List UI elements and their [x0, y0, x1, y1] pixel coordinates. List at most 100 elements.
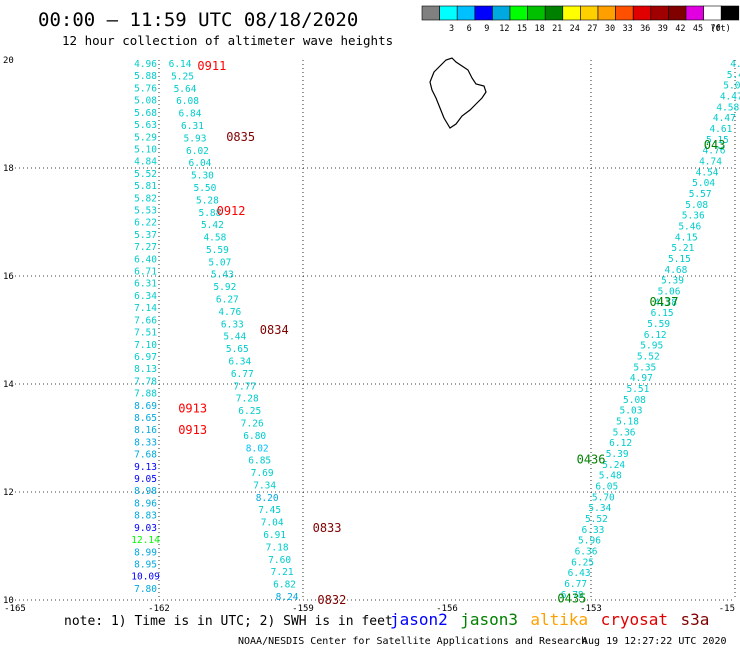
colorbar-tick-label: 15 [517, 24, 527, 34]
wave-height-value: 6.25 [238, 406, 261, 417]
latitude-tick-label: 10 [3, 596, 14, 606]
longitude-tick-label: -165 [4, 604, 26, 614]
wave-height-value: 5.04 [692, 178, 715, 189]
pass-time-labels: 0911 0835 0912 0834 0913 0913 0833 0832 043 0437 0… [178, 59, 725, 607]
chart-subtitle: 12 hour collection of altimeter wave hei… [62, 33, 393, 48]
wave-height-value: 5.52 [134, 169, 157, 180]
longitude-tick-label: -153 [580, 604, 602, 614]
wave-height-value: 7.14 [134, 303, 157, 314]
wave-height-value: 5.42 [201, 220, 224, 231]
wave-height-value: 5.34 [588, 503, 611, 514]
wave-height-value: 5.52 [637, 352, 660, 363]
colorbar-tick-label: 24 [570, 24, 580, 34]
wave-height-value: 6.12 [609, 438, 632, 449]
pass-time-label: 0834 [260, 323, 289, 337]
wave-height-value: 5.70 [592, 492, 615, 503]
colorbar-tick-label: 39 [658, 24, 668, 34]
pass-time-label: 043 [704, 138, 726, 152]
wave-height-value: 6.12 [644, 330, 667, 341]
wave-height-value: 6.05 [595, 482, 618, 493]
wave-height-value: 7.68 [134, 450, 157, 461]
wave-height-value: 6.77 [231, 369, 254, 380]
wave-height-value: 10.09 [131, 572, 160, 583]
latitude-tick-label: 12 [3, 488, 14, 498]
credit-text: NOAA/NESDIS Center for Satellite Applica… [238, 636, 587, 647]
wave-height-value: 5.93 [184, 133, 207, 144]
wave-height-value: 8.02 [246, 443, 269, 454]
wave-height-value: 5.65 [226, 344, 249, 355]
colorbar-swatch [720, 5, 740, 21]
pass-time-label: 0833 [313, 521, 342, 535]
wave-height-value: 5.92 [213, 282, 236, 293]
colorbar-tick-label: 45 [693, 24, 703, 34]
wave-height-value: 8.24 [276, 592, 299, 603]
pass-time-label: 0911 [197, 59, 226, 73]
wave-height-value: 6.34 [228, 356, 251, 367]
pass-time-label: 0913 [178, 401, 207, 415]
wave-height-value: 9.05 [134, 474, 157, 485]
wave-height-value: 5.28 [196, 195, 219, 206]
colorbar-swatch [685, 5, 704, 21]
wave-height-value: 5.24 [602, 460, 625, 471]
longitude-tick-label: -162 [148, 604, 170, 614]
altimeter-track: 6.145.25 5.646.08 6.846.315.93 6.026.04 5.30… [169, 59, 299, 603]
wave-height-value: 5.48 [727, 70, 740, 81]
wave-height-value: 8.65 [134, 413, 157, 424]
colorbar-tick-label: 9 [484, 24, 489, 34]
wave-height-value: 4.78 [654, 297, 677, 308]
colorbar-swatch [439, 5, 458, 21]
wave-height-value: 5.50 [193, 183, 216, 194]
wave-height-value: 6.36 [575, 547, 598, 558]
wave-height-value: 6.80 [243, 431, 266, 442]
wave-height-value: 4.96 [134, 59, 157, 70]
wave-height-value: 8.83 [134, 511, 157, 522]
wave-height-value: 5.21 [671, 243, 694, 254]
wave-height-value: 7.26 [241, 418, 264, 429]
wave-height-value: 5.46 [678, 222, 701, 233]
wave-height-value: 7.80 [134, 584, 157, 595]
wave-height-value: 8.16 [134, 425, 157, 436]
wave-height-value: 8.69 [134, 401, 157, 412]
colorbar-legend: 3 6 9 12 15 18 21 24 27 30 33 36 39 42 45 70(ft) [421, 5, 740, 34]
wave-height-value: 12.14 [131, 535, 160, 546]
altimeter-tracks: 4.965.885.765.085.685.635.295.104.845.52… [131, 59, 740, 603]
wave-height-value: 4.84 [134, 157, 157, 168]
wave-height-value: 5.10 [134, 144, 157, 155]
wave-height-value: 4.76 [218, 307, 241, 318]
wave-height-value: 5.15 [706, 135, 729, 146]
wave-height-value: 5.52 [585, 514, 608, 525]
graticule [15, 60, 735, 600]
wave-height-value: 5.08 [623, 395, 646, 406]
wave-height-value: 5.63 [134, 120, 157, 131]
satellite-legend-entry: cryosat [601, 610, 668, 629]
wave-height-value: 7.21 [271, 567, 294, 578]
wave-height-value: 5.96 [578, 536, 601, 547]
colorbar-tick-label: 42 [675, 24, 685, 34]
satellite-legend-entry: s3a [681, 610, 710, 629]
colorbar-swatch [703, 5, 722, 21]
wave-height-value: 5.07 [208, 257, 231, 268]
altimeter-track: 4.965.885.76 5.085.685.635.295.10 4.845.52… [131, 59, 160, 595]
wave-height-value: 5.36 [613, 427, 636, 438]
wave-height-value: 7.04 [261, 518, 284, 529]
wave-height-value: 7.27 [134, 242, 157, 253]
colorbar-swatch [509, 5, 528, 21]
colorbar-tick-label: 12 [499, 24, 509, 34]
colorbar-swatch [456, 5, 476, 21]
wave-height-value: 5.64 [174, 84, 197, 95]
wave-height-value: 7.69 [251, 468, 274, 479]
colorbar-swatch [562, 5, 581, 21]
wave-height-value: 5.88 [198, 208, 221, 219]
wave-height-value: 5.08 [134, 96, 157, 107]
wave-height-value: 4.47 [713, 113, 736, 124]
wave-height-value: 5.59 [206, 245, 229, 256]
colorbar-tick-label: 18 [534, 24, 544, 34]
wave-height-value: 6.85 [248, 456, 271, 467]
wave-height-value: 5.37 [134, 230, 157, 241]
wave-height-value: 8.33 [134, 437, 157, 448]
wave-height-value: 5.59 [647, 319, 670, 330]
colorbar-swatch [580, 5, 599, 21]
wave-height-value: 4.74 [699, 157, 722, 168]
colorbar-tick-label: 27 [587, 24, 597, 34]
wave-height-value: 5.25 [171, 71, 194, 82]
